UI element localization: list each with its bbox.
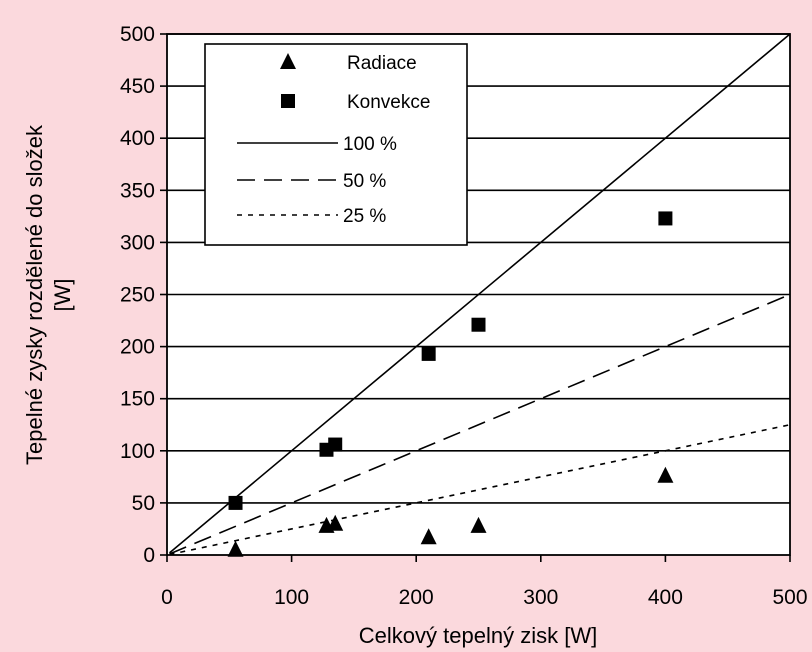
konvekce-point [658,211,673,226]
konvekce-point [328,437,343,452]
reference-line-50-percent [169,293,791,555]
y-axis-title-line1: Tepelné zysky rozdělené do složek [22,124,47,465]
y-tick-label: 400 [120,127,155,150]
konvekce-point [471,317,486,332]
legend-label: 50 % [343,171,386,192]
x-tick-label: 0 [161,586,173,609]
axes [160,33,791,562]
radiace-point [420,528,437,545]
reference-line-100-percent [168,33,791,554]
legend-marker-square [281,94,295,108]
legend-label: Radiace [347,53,417,74]
legend-marker-triangle [280,53,296,69]
y-tick-label: 100 [120,440,155,463]
legend-label: 100 % [343,134,397,155]
y-tick-label: 200 [120,336,155,359]
legend-box [204,43,468,246]
legend-label: Konvekce [347,92,430,113]
x-tick-label: 300 [523,586,558,609]
y-axis-title-line2: [W] [50,279,75,312]
x-axis-title: Celkový tepelný zisk [W] [359,623,597,648]
konvekce-point [228,495,243,510]
reference-lines [168,33,791,556]
y-tick-label: 450 [120,75,155,98]
konvekce-point [421,346,436,361]
y-tick-label: 50 [132,492,155,515]
plot-frame [166,33,791,556]
y-tick-label: 300 [120,231,155,254]
y-tick-label: 250 [120,284,155,307]
radiace-point [227,540,244,557]
x-tick-label: 500 [772,586,807,609]
radiace-point [327,514,344,531]
radiace-point [470,516,487,533]
x-tick-label: 200 [399,586,434,609]
x-tick-label: 100 [274,586,309,609]
y-tick-label: 0 [143,544,155,567]
data-points [227,211,674,557]
y-tick-label: 350 [120,179,155,202]
y-tick-label: 500 [120,23,155,46]
x-tick-label: 400 [648,586,683,609]
legend: Radiace Konvekce 100 % 50 % 25 % [204,43,468,246]
legend-label: 25 % [343,206,386,227]
y-tick-label: 150 [120,388,155,411]
tick-labels: 0 50 100 150 200 250 300 350 400 450 500 0 100 200 300… [120,23,808,609]
radiace-point [657,466,674,483]
reference-line-25-percent [169,423,791,556]
